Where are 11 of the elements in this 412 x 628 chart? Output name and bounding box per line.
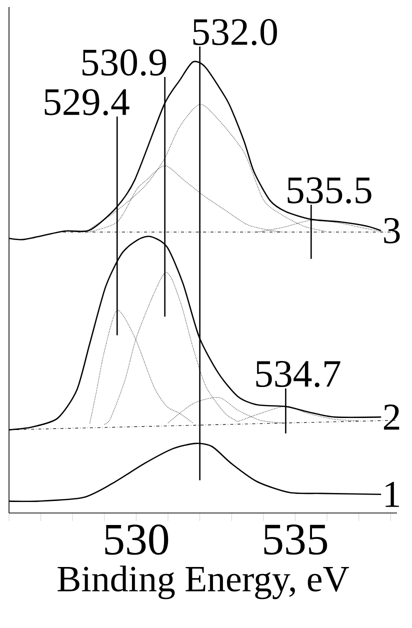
- x-axis-title: Binding Energy, eV: [58, 566, 349, 600]
- x-tick-label: 535: [264, 524, 328, 555]
- series-label: 2: [384, 404, 400, 430]
- annotation: 530.9: [82, 49, 166, 76]
- x-tick-label: 530: [105, 524, 168, 555]
- annotation: 529.4: [44, 89, 130, 116]
- series-label: 1: [386, 482, 399, 507]
- series-label: 3: [384, 218, 400, 244]
- annotation: 535.5: [288, 177, 372, 204]
- annotation: 532.0: [193, 18, 277, 46]
- annotation: 534.7: [256, 360, 340, 388]
